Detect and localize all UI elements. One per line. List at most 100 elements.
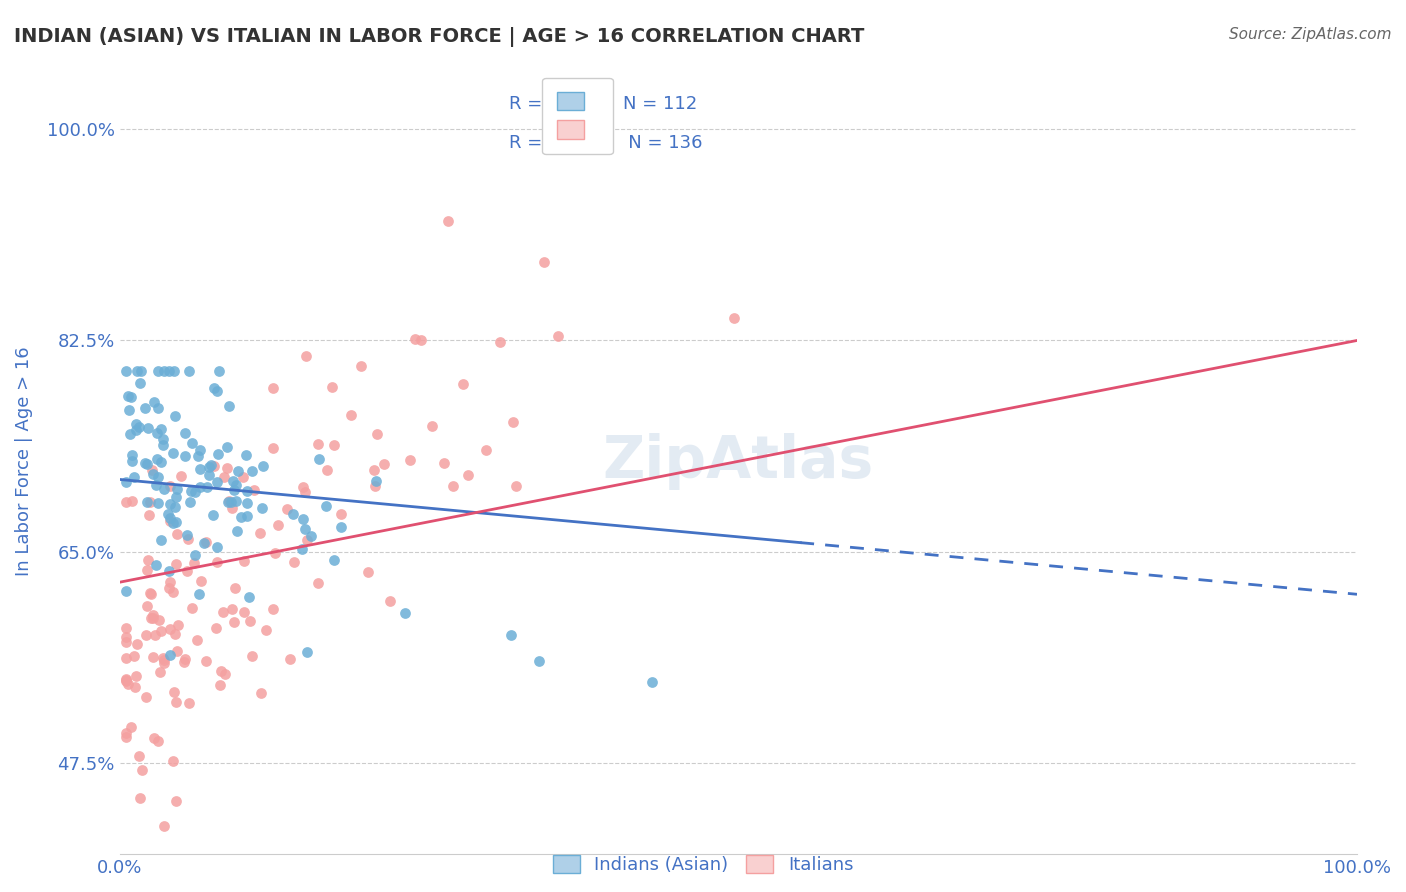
Point xyxy=(195,535,218,549)
Point xyxy=(135,690,157,704)
Point xyxy=(209,664,232,678)
Point xyxy=(225,478,247,492)
Point xyxy=(323,553,346,567)
Point xyxy=(166,644,188,658)
Point xyxy=(366,474,388,488)
Point xyxy=(143,731,166,745)
Point xyxy=(125,637,148,651)
Point xyxy=(142,611,165,625)
Point xyxy=(278,652,301,666)
Point xyxy=(373,458,395,472)
Point xyxy=(457,467,479,482)
Legend: Indians (Asian), Italians: Indians (Asian), Italians xyxy=(544,846,862,883)
Point xyxy=(150,422,173,436)
Point xyxy=(475,443,498,458)
Point xyxy=(321,380,343,394)
Point xyxy=(138,586,160,600)
Point xyxy=(212,469,235,483)
Point xyxy=(166,482,188,496)
Point xyxy=(235,448,257,462)
Point xyxy=(294,522,316,536)
Point xyxy=(188,443,211,458)
Point xyxy=(183,557,205,571)
Point xyxy=(240,464,263,478)
Point xyxy=(115,584,138,599)
Point xyxy=(363,463,385,477)
Point xyxy=(115,364,138,378)
Point xyxy=(136,563,159,577)
Point xyxy=(254,623,277,637)
Point xyxy=(136,553,159,567)
Text: R = -0.440   N = 112: R = -0.440 N = 112 xyxy=(509,95,697,113)
Point xyxy=(157,581,180,595)
Point xyxy=(226,524,249,538)
Point xyxy=(134,456,156,470)
Point xyxy=(215,440,238,454)
Point xyxy=(283,555,305,569)
Point xyxy=(233,605,256,619)
Point xyxy=(394,606,416,620)
Point xyxy=(252,459,274,474)
Point xyxy=(197,460,219,475)
Point xyxy=(330,507,353,521)
Point xyxy=(146,426,169,441)
Point xyxy=(117,676,139,690)
Point xyxy=(264,545,287,559)
Point xyxy=(148,401,170,416)
Point xyxy=(128,419,150,434)
Point xyxy=(205,555,228,569)
Point xyxy=(242,483,264,498)
Point xyxy=(162,516,184,530)
Point xyxy=(184,485,207,500)
Point xyxy=(505,479,527,493)
Point xyxy=(177,364,200,378)
Point xyxy=(200,458,222,472)
Point xyxy=(276,502,298,516)
Point xyxy=(433,457,456,471)
Point xyxy=(174,426,197,441)
Point xyxy=(202,381,225,395)
Point xyxy=(115,731,138,745)
Point xyxy=(221,601,243,615)
Point xyxy=(128,791,150,805)
Point xyxy=(146,451,169,466)
Point xyxy=(489,335,512,350)
Point xyxy=(267,517,290,532)
Point xyxy=(118,427,141,442)
Point xyxy=(499,628,522,642)
Point xyxy=(207,540,229,554)
Point xyxy=(159,479,181,493)
Point xyxy=(723,310,745,325)
Point xyxy=(239,614,262,628)
Point xyxy=(165,490,187,504)
Point xyxy=(149,624,172,638)
Point xyxy=(165,794,187,808)
Point xyxy=(125,423,148,437)
Point xyxy=(115,650,138,665)
Point xyxy=(208,364,231,378)
Text: INDIAN (ASIAN) VS ITALIAN IN LABOR FORCE | AGE > 16 CORRELATION CHART: INDIAN (ASIAN) VS ITALIAN IN LABOR FORCE… xyxy=(14,27,865,46)
Point xyxy=(224,581,246,595)
Point xyxy=(142,467,165,481)
Point xyxy=(232,470,254,484)
Point xyxy=(152,653,174,667)
Point xyxy=(136,457,159,471)
Point xyxy=(529,654,551,668)
Point xyxy=(173,655,195,669)
Point xyxy=(235,484,257,499)
Point xyxy=(159,497,181,511)
Point xyxy=(145,558,167,573)
Point xyxy=(165,557,187,571)
Point xyxy=(163,364,186,378)
Point xyxy=(202,459,225,474)
Point xyxy=(115,495,138,509)
Point xyxy=(141,611,163,625)
Point xyxy=(233,554,256,568)
Point xyxy=(198,467,221,482)
Point xyxy=(315,499,337,513)
Point xyxy=(162,446,184,460)
Point xyxy=(118,403,141,417)
Point xyxy=(366,426,388,441)
Point xyxy=(502,415,524,429)
Point xyxy=(124,680,146,694)
